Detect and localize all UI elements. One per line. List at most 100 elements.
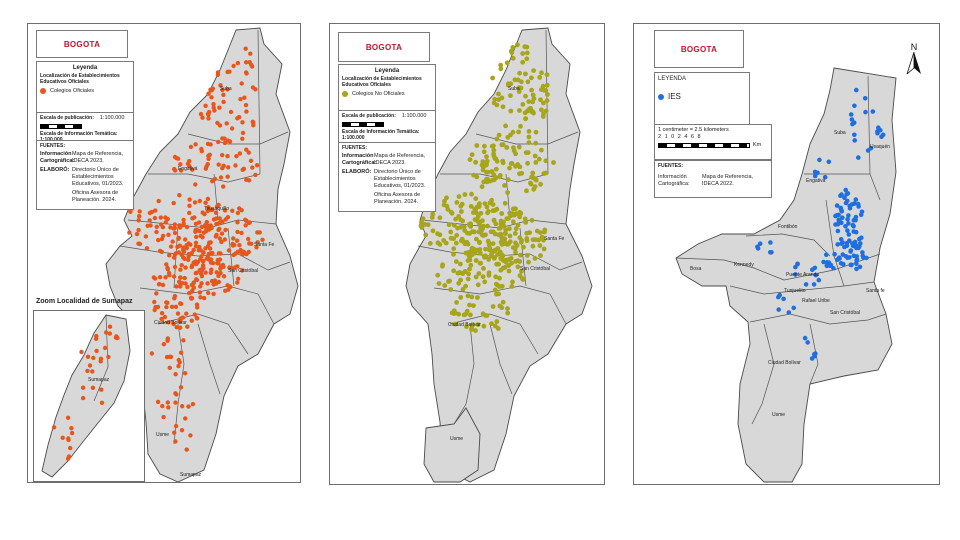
location-point [448, 235, 454, 241]
label-santafe: Santa Fe [544, 236, 565, 242]
location-point [165, 400, 170, 405]
location-point [219, 239, 224, 245]
location-point [224, 121, 229, 126]
location-point [474, 218, 480, 224]
location-point [476, 271, 482, 276]
location-point [539, 107, 544, 113]
location-point [484, 204, 490, 210]
location-point [487, 200, 493, 206]
legend-title: LEYENDA [658, 76, 687, 82]
location-point [217, 216, 222, 221]
location-point [181, 217, 186, 223]
location-point [152, 215, 158, 221]
location-point [198, 233, 203, 239]
location-point [517, 235, 523, 241]
location-point [857, 236, 862, 242]
location-point [243, 102, 249, 108]
location-point [206, 109, 212, 115]
location-point [515, 42, 520, 48]
location-point [211, 282, 216, 287]
location-point [815, 170, 820, 176]
location-point [234, 238, 240, 243]
location-point [183, 281, 188, 286]
scale-thematic: Escala de Información Temática: 1:100.00… [342, 128, 420, 142]
legend-title: Leyenda [72, 65, 98, 71]
location-point [529, 217, 535, 223]
location-point [848, 248, 854, 253]
location-point [781, 296, 786, 302]
location-point [463, 311, 469, 317]
location-point [254, 245, 259, 250]
location-point [106, 354, 111, 360]
location-point [240, 136, 245, 141]
location-point [846, 221, 851, 226]
location-point [515, 222, 521, 228]
location-point [99, 400, 105, 405]
location-point [154, 224, 159, 229]
location-point [127, 230, 132, 235]
location-point [225, 69, 230, 75]
location-point [184, 245, 189, 251]
location-point [469, 191, 474, 197]
location-point [518, 252, 523, 258]
location-point [510, 129, 516, 135]
location-point [158, 215, 163, 220]
location-point [216, 139, 221, 145]
location-point [183, 237, 188, 242]
map-panel-colegios-oficiales: Suba Engativá Teusaquillo Santa Fe San C… [27, 23, 301, 483]
location-point [238, 97, 243, 102]
location-point [206, 251, 211, 257]
location-point [522, 44, 528, 50]
location-point [154, 291, 159, 296]
location-point [239, 208, 244, 213]
location-point [153, 208, 158, 213]
location-point [212, 176, 218, 182]
location-point [463, 283, 468, 289]
location-point [198, 295, 203, 300]
location-point [496, 291, 501, 297]
location-point [486, 240, 492, 246]
location-point [880, 132, 886, 138]
location-point [482, 143, 487, 149]
location-point [482, 279, 488, 285]
location-point [494, 136, 500, 142]
logo-bogota: BOGOTA [654, 30, 744, 68]
location-point [221, 184, 226, 189]
location-point [178, 325, 183, 330]
location-point [90, 369, 95, 374]
location-point [451, 251, 456, 257]
location-point [181, 222, 186, 228]
location-point [217, 236, 222, 241]
location-point [469, 294, 475, 300]
location-point [526, 259, 531, 265]
location-point [94, 348, 99, 354]
north-arrow: N [904, 42, 924, 76]
location-point [537, 75, 543, 80]
location-point [444, 195, 449, 201]
location-point [80, 385, 86, 390]
location-point [242, 95, 247, 100]
location-point [187, 197, 192, 202]
logo-text: BOGOTA [680, 44, 718, 54]
location-point [128, 209, 133, 214]
location-point [497, 275, 502, 281]
location-point [447, 278, 452, 284]
location-point [480, 218, 485, 224]
location-point [500, 158, 506, 164]
location-point [854, 258, 859, 263]
location-point [183, 265, 188, 270]
location-point [502, 200, 508, 206]
source-row: Oficina Asesora de Planeación. 2024. [374, 191, 421, 205]
location-point [187, 210, 192, 216]
location-point [198, 111, 204, 117]
location-point [533, 140, 539, 146]
location-point [172, 166, 177, 172]
location-point [189, 263, 195, 268]
location-point [427, 241, 433, 246]
location-point [189, 318, 194, 323]
source-row: ELABORÓ: Directorio Único de Establecimi… [40, 167, 124, 187]
location-point [793, 272, 798, 277]
location-point [199, 274, 205, 279]
location-point [226, 165, 231, 170]
location-point [186, 241, 191, 246]
